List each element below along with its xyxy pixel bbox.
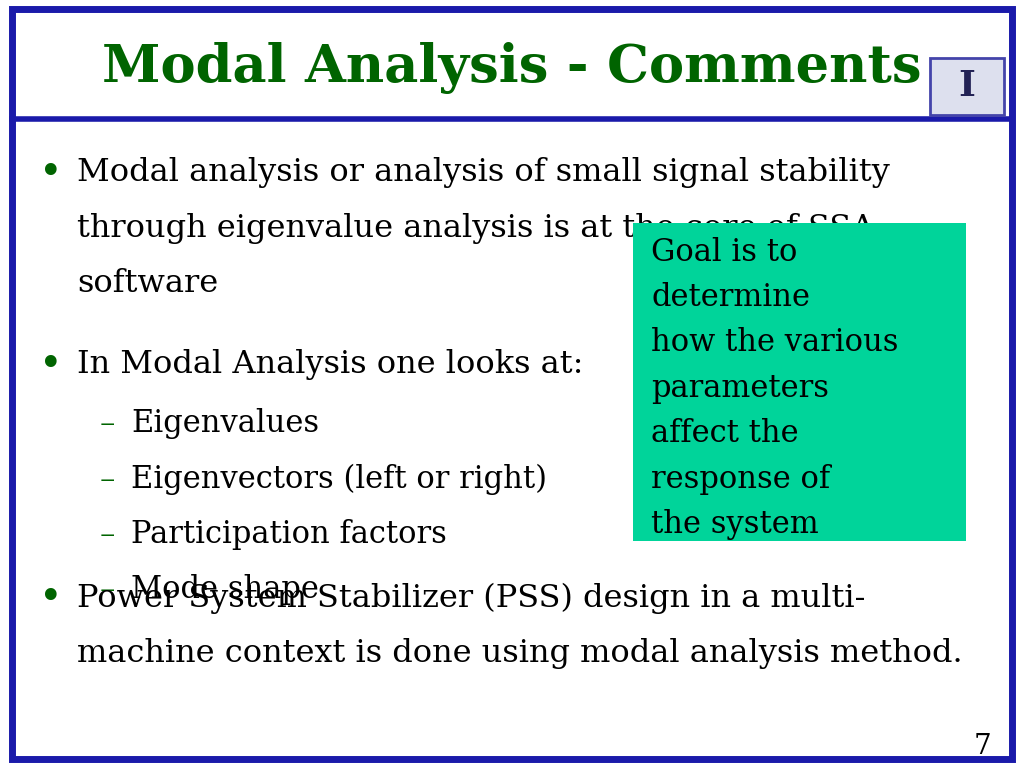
Text: 7: 7: [974, 733, 991, 760]
FancyBboxPatch shape: [12, 9, 1012, 759]
Text: Power System Stabilizer (PSS) design in a multi-: Power System Stabilizer (PSS) design in …: [77, 583, 865, 614]
Text: •: •: [39, 345, 63, 385]
Text: through eigenvalue analysis is at the core of SSA: through eigenvalue analysis is at the co…: [77, 213, 874, 243]
Text: Modal analysis or analysis of small signal stability: Modal analysis or analysis of small sign…: [77, 157, 890, 188]
Text: •: •: [39, 153, 63, 193]
Text: Mode shape: Mode shape: [131, 574, 318, 605]
Text: –: –: [99, 409, 116, 439]
Text: machine context is done using modal analysis method.: machine context is done using modal anal…: [77, 638, 963, 669]
Text: Eigenvectors (left or right): Eigenvectors (left or right): [131, 464, 547, 495]
Text: •: •: [39, 578, 63, 618]
FancyBboxPatch shape: [930, 58, 1004, 115]
Text: Modal Analysis - Comments: Modal Analysis - Comments: [102, 41, 922, 94]
FancyBboxPatch shape: [633, 223, 966, 541]
Text: Goal is to
determine
how the various
parameters
affect the
response of
the syste: Goal is to determine how the various par…: [651, 237, 899, 540]
Text: –: –: [99, 574, 116, 605]
Text: Participation factors: Participation factors: [131, 519, 446, 550]
Text: I: I: [958, 69, 975, 104]
Text: In Modal Analysis one looks at:: In Modal Analysis one looks at:: [77, 349, 584, 380]
Text: software: software: [77, 268, 218, 299]
Text: –: –: [99, 464, 116, 495]
Text: –: –: [99, 519, 116, 550]
Text: Eigenvalues: Eigenvalues: [131, 409, 319, 439]
